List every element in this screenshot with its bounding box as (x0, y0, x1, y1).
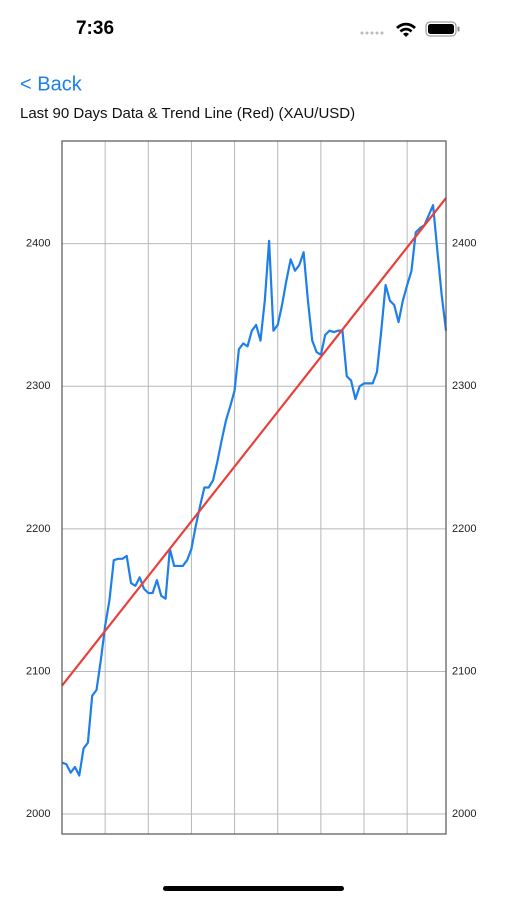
plot-frame (61, 140, 447, 835)
y2-tick-label: 2300 (452, 380, 476, 392)
home-indicator (163, 886, 344, 891)
y2-tick-label: 2400 (452, 238, 476, 250)
y-tick-label: 2200 (26, 523, 50, 535)
y-tick-label: 2000 (26, 808, 50, 820)
y-tick-label: 2100 (26, 665, 50, 677)
y2-tick-label: 2100 (452, 665, 476, 677)
y-tick-label: 2400 (26, 238, 50, 250)
status-time: 7:36 (76, 18, 114, 39)
y-tick-label: 2300 (26, 380, 50, 392)
back-button[interactable]: < Back (20, 73, 83, 95)
y2-tick-label: 2200 (452, 523, 476, 535)
status-icons (360, 21, 460, 37)
chart-title: Last 90 Days Data & Trend Line (Red) (XA… (20, 105, 355, 122)
price-line (61, 204, 448, 777)
y2-tick-label: 2000 (452, 808, 476, 820)
trend-line (61, 197, 447, 687)
